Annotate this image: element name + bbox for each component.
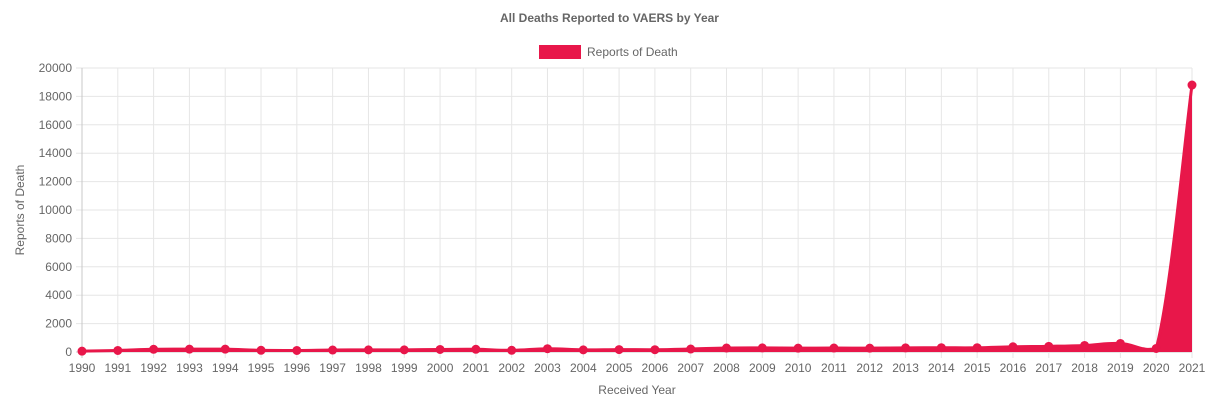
x-tick-label: 2006: [642, 361, 669, 375]
y-tick-label: 4000: [45, 288, 72, 302]
x-tick-label: 2003: [534, 361, 561, 375]
chart-title: All Deaths Reported to VAERS by Year: [500, 11, 719, 25]
data-point-2012[interactable]: [865, 343, 875, 353]
series-reports-of-death: [77, 80, 1197, 356]
x-tick-label: 1990: [69, 361, 96, 375]
x-tick-label: 2021: [1179, 361, 1206, 375]
data-point-1995[interactable]: [256, 345, 266, 355]
x-tick-label: 1995: [248, 361, 275, 375]
x-tick-label: 2016: [1000, 361, 1027, 375]
data-point-2005[interactable]: [614, 345, 624, 355]
data-point-1994[interactable]: [220, 344, 230, 354]
legend[interactable]: Reports of Death: [539, 45, 678, 59]
x-tick-label: 1994: [212, 361, 239, 375]
y-tick-label: 18000: [39, 89, 73, 103]
grid: [76, 67, 1193, 358]
data-point-1998[interactable]: [363, 345, 373, 355]
data-point-1997[interactable]: [328, 345, 338, 355]
y-tick-label: 10000: [39, 203, 73, 217]
x-axis-label: Received Year: [598, 383, 675, 397]
y-tick-label: 6000: [45, 260, 72, 274]
data-point-2019[interactable]: [1115, 338, 1125, 348]
data-point-2006[interactable]: [650, 345, 660, 355]
data-point-2020[interactable]: [1151, 343, 1161, 353]
x-tick-label: 2017: [1035, 361, 1062, 375]
data-point-2013[interactable]: [901, 343, 911, 353]
y-axis-label: Reports of Death: [13, 165, 27, 256]
data-point-1990[interactable]: [77, 346, 87, 356]
x-tick-label: 2018: [1071, 361, 1098, 375]
y-tick-label: 14000: [39, 146, 73, 160]
data-point-2009[interactable]: [757, 343, 767, 353]
y-tick-label: 20000: [39, 61, 73, 75]
data-point-2004[interactable]: [578, 345, 588, 355]
data-point-2000[interactable]: [435, 344, 445, 354]
x-tick-label: 2010: [785, 361, 812, 375]
legend-label: Reports of Death: [587, 45, 678, 59]
x-tick-label: 2015: [964, 361, 991, 375]
x-tick-label: 1991: [104, 361, 131, 375]
data-point-1999[interactable]: [399, 345, 409, 355]
x-tick-label: 1997: [319, 361, 346, 375]
data-point-2015[interactable]: [972, 343, 982, 353]
data-point-1991[interactable]: [113, 345, 123, 355]
x-axis-ticks: 1990 1991 1992 1993 1994 1995 1996 1997 1998 1999…: [69, 361, 1206, 375]
x-tick-label: 1992: [140, 361, 167, 375]
x-tick-label: 2004: [570, 361, 597, 375]
data-point-2011[interactable]: [829, 343, 839, 353]
y-axis-ticks: 0 2000 4000 6000 8000 10000 12000 14000 16000 180…: [39, 61, 73, 359]
data-point-2014[interactable]: [936, 343, 946, 353]
data-point-1993[interactable]: [184, 344, 194, 354]
data-point-2018[interactable]: [1080, 340, 1090, 350]
x-tick-label: 1998: [355, 361, 382, 375]
x-tick-label: 2005: [606, 361, 633, 375]
x-tick-label: 2002: [498, 361, 525, 375]
x-tick-label: 2000: [427, 361, 454, 375]
data-point-2002[interactable]: [507, 345, 517, 355]
y-tick-label: 2000: [45, 317, 72, 331]
data-point-2017[interactable]: [1044, 341, 1054, 351]
data-point-2021[interactable]: [1187, 80, 1197, 90]
y-tick-label: 0: [65, 345, 72, 359]
data-point-2007[interactable]: [686, 344, 696, 354]
y-tick-label: 16000: [39, 118, 73, 132]
x-tick-label: 2012: [856, 361, 883, 375]
y-tick-label: 8000: [45, 231, 72, 245]
data-point-2003[interactable]: [542, 344, 552, 354]
x-tick-label: 1993: [176, 361, 203, 375]
x-tick-label: 2014: [928, 361, 955, 375]
data-point-1992[interactable]: [149, 344, 159, 354]
x-tick-label: 2009: [749, 361, 776, 375]
data-point-1996[interactable]: [292, 345, 302, 355]
data-point-2008[interactable]: [722, 343, 732, 353]
x-tick-label: 2001: [463, 361, 490, 375]
data-point-2016[interactable]: [1008, 342, 1018, 352]
data-point-2001[interactable]: [471, 344, 481, 354]
x-tick-label: 1996: [283, 361, 310, 375]
x-tick-label: 2007: [677, 361, 704, 375]
legend-swatch: [539, 45, 581, 59]
x-tick-label: 2019: [1107, 361, 1134, 375]
x-tick-label: 2008: [713, 361, 740, 375]
x-tick-label: 2013: [892, 361, 919, 375]
data-point-2010[interactable]: [793, 343, 803, 353]
x-tick-label: 1999: [391, 361, 418, 375]
x-tick-label: 2020: [1143, 361, 1170, 375]
y-tick-label: 12000: [39, 175, 73, 189]
x-tick-label: 2011: [821, 361, 847, 375]
